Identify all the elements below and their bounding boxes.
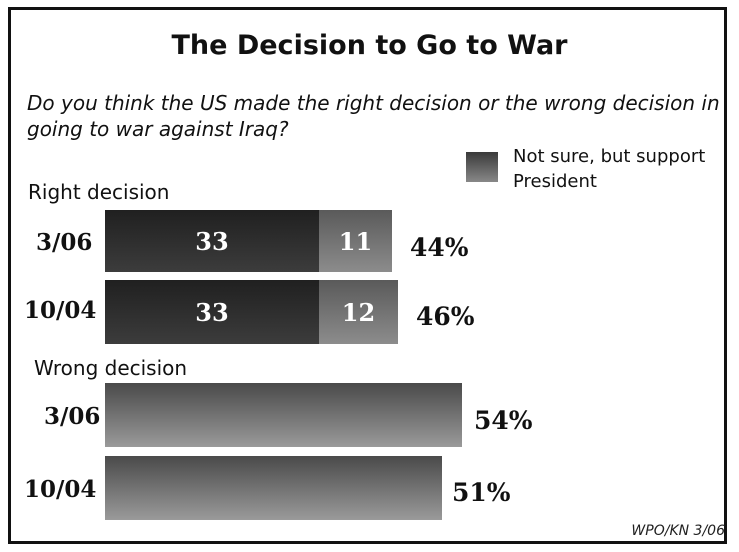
bar-wrong-10-04 (105, 456, 442, 520)
legend-swatch (466, 152, 498, 182)
chart-subtitle: Do you think the US made the right decis… (27, 91, 720, 141)
total-right-10-04: 46% (416, 302, 475, 331)
total-wrong-3-06: 54% (474, 406, 533, 435)
total-right-3-06: 44% (410, 233, 469, 262)
legend-label: Not sure, but support President (513, 146, 706, 192)
bar-right-10-04-firm: 33 (105, 280, 319, 344)
total-wrong-10-04: 51% (452, 478, 511, 507)
group-label-right: Right decision (28, 180, 170, 204)
bar-right-3-06-firm: 33 (105, 210, 319, 272)
group-label-wrong: Wrong decision (34, 356, 188, 380)
row-label-wrong-3-06: 3/06 (44, 403, 101, 430)
source-note: WPO/KN 3/06 (631, 523, 725, 539)
row-label-wrong-10-04: 10/04 (24, 476, 97, 503)
bar-right-10-04-notsure: 12 (319, 280, 398, 344)
chart-frame (8, 7, 727, 544)
row-label-right-10-04: 10/04 (24, 297, 97, 324)
row-label-right-3-06: 3/06 (36, 229, 93, 256)
bar-right-3-06-notsure: 11 (319, 210, 392, 272)
bar-wrong-3-06 (105, 383, 462, 447)
chart-title: The Decision to Go to War (171, 30, 568, 61)
